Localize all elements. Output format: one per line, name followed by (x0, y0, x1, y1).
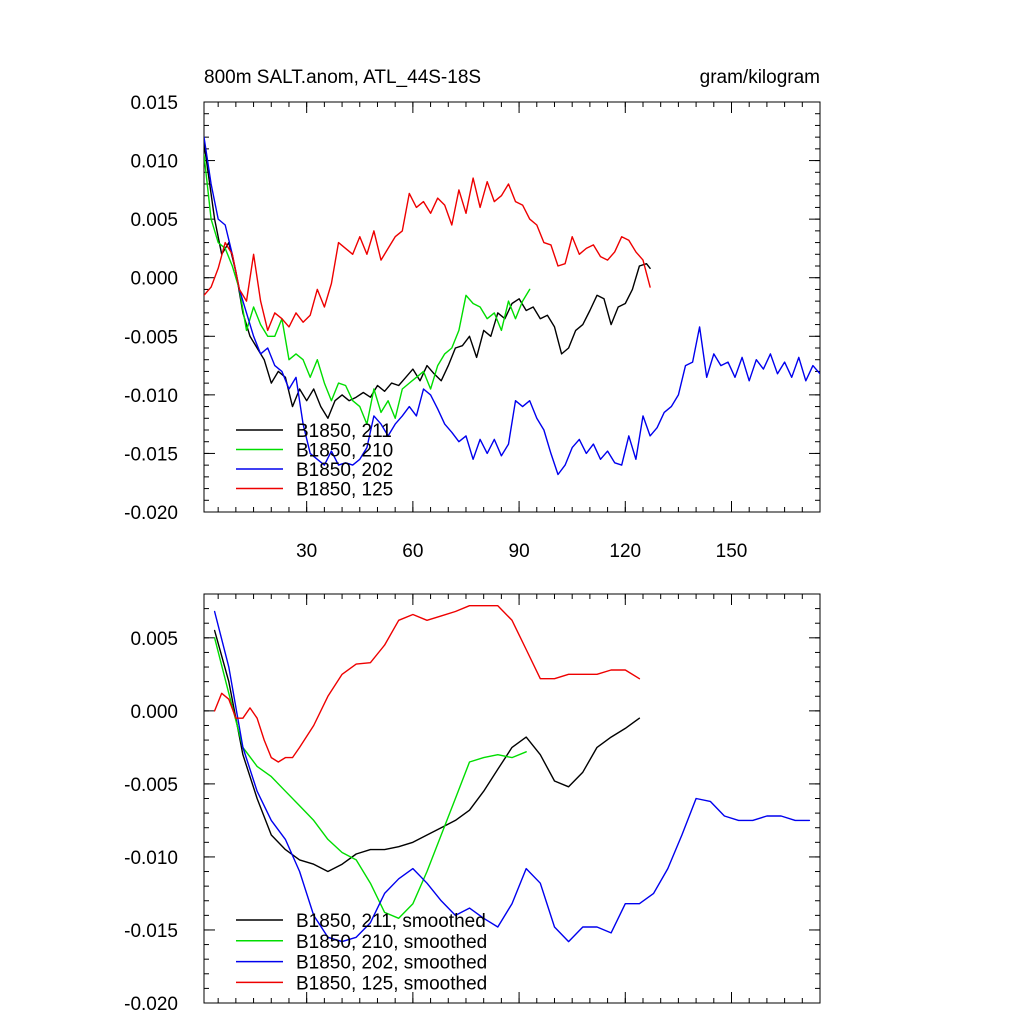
legend-label: B1850, 210 (296, 441, 393, 462)
y-tick-label: 0.010 (130, 152, 178, 173)
y-tick-label: -0.020 (124, 994, 178, 1015)
y-tick-label: 0.000 (130, 269, 178, 290)
top-panel: -0.020 -0.015 -0.010 -0.005 0.000 0.005 0.010 0… (124, 67, 821, 562)
bottom-panel: -0.020 -0.015 -0.010 -0.005 0.000 0.005 B1850,… (124, 593, 821, 1015)
series-line-3 (213, 605, 641, 763)
series-line-1 (213, 637, 527, 919)
series-line-3 (204, 177, 651, 332)
x-tick-label: 120 (609, 541, 641, 562)
y-tick-label: -0.015 (124, 921, 178, 942)
x-tick-label: 30 (296, 541, 317, 562)
y-tick-label: -0.005 (124, 327, 178, 348)
legend-label: B1850, 125 (296, 480, 393, 501)
x-tick-label: 90 (509, 541, 530, 562)
series-line-0 (213, 629, 641, 873)
y-tick-label: -0.015 (124, 444, 178, 465)
series-line-2 (213, 610, 811, 943)
series-line-0 (204, 142, 651, 419)
y-tick-label: -0.005 (124, 775, 178, 796)
legend-label: B1850, 202 (296, 460, 393, 481)
y-tick-label: -0.010 (124, 848, 178, 869)
y-tick-label: -0.010 (124, 386, 178, 407)
plot-frame (203, 101, 821, 513)
series-line-1 (204, 153, 531, 425)
x-tick-label: 150 (716, 541, 748, 562)
y-tick-label: 0.005 (130, 629, 178, 650)
chart-title: 800m SALT.anom, ATL_44S-18S (204, 67, 481, 88)
x-tick-label: 60 (402, 541, 423, 562)
y-tick-label: 0.000 (130, 702, 178, 723)
series-line-2 (204, 136, 820, 476)
y-tick-label: 0.005 (130, 210, 178, 231)
legend-label: B1850, 125, smoothed (296, 973, 487, 994)
y-tick-label: -0.020 (124, 503, 178, 524)
legend-label: B1850, 211 (296, 421, 392, 442)
units-label: gram/kilogram (700, 67, 820, 88)
y-tick-label: 0.015 (130, 93, 178, 114)
legend-label: B1850, 202, smoothed (296, 953, 487, 974)
legend-label: B1850, 211, smoothed (296, 911, 486, 932)
legend-label: B1850, 210, smoothed (296, 932, 487, 953)
